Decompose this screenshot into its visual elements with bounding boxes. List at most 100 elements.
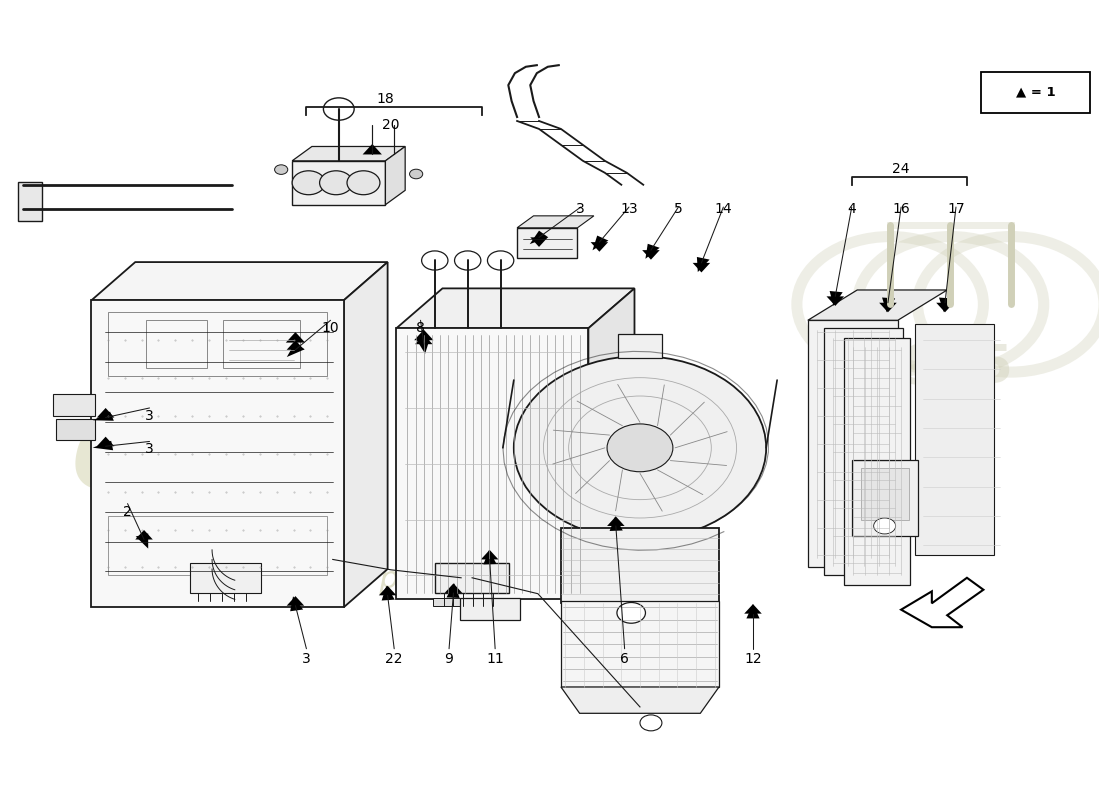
Polygon shape [646, 244, 660, 259]
Polygon shape [417, 339, 430, 354]
Circle shape [607, 424, 673, 472]
Text: 3: 3 [576, 202, 585, 216]
Polygon shape [97, 437, 114, 446]
Text: 6: 6 [620, 652, 629, 666]
Bar [18, 182, 42, 221]
Polygon shape [447, 583, 460, 598]
Polygon shape [697, 257, 710, 272]
Polygon shape [517, 216, 594, 228]
FancyBboxPatch shape [981, 71, 1090, 113]
Circle shape [320, 170, 352, 194]
Bar [190, 562, 262, 593]
Polygon shape [939, 298, 953, 312]
Polygon shape [135, 530, 153, 539]
Circle shape [293, 170, 326, 194]
Polygon shape [363, 144, 382, 154]
Polygon shape [591, 242, 608, 252]
Text: 16: 16 [892, 202, 910, 216]
Polygon shape [135, 534, 149, 549]
Polygon shape [415, 330, 433, 340]
Polygon shape [396, 288, 635, 328]
Polygon shape [879, 302, 896, 312]
Polygon shape [593, 235, 608, 250]
Bar [561, 601, 719, 687]
Bar [860, 468, 909, 519]
Polygon shape [444, 583, 462, 593]
Polygon shape [829, 291, 843, 306]
Bar [844, 338, 910, 585]
Polygon shape [415, 334, 432, 344]
Bar [293, 161, 385, 205]
Circle shape [421, 251, 448, 270]
Polygon shape [343, 262, 387, 607]
Polygon shape [747, 604, 760, 618]
Text: 17: 17 [947, 202, 965, 216]
Circle shape [323, 98, 354, 120]
Circle shape [346, 170, 380, 194]
Text: 5: 5 [674, 202, 683, 216]
Text: 3: 3 [145, 409, 154, 423]
Bar [432, 598, 512, 606]
Polygon shape [826, 296, 844, 306]
Polygon shape [882, 298, 895, 312]
Polygon shape [385, 146, 405, 205]
Text: 22: 22 [385, 652, 403, 666]
Text: 20: 20 [382, 118, 399, 132]
Text: 3: 3 [302, 652, 311, 666]
Polygon shape [378, 586, 396, 595]
Polygon shape [287, 340, 305, 350]
Polygon shape [607, 516, 625, 526]
Bar [108, 515, 328, 575]
Bar [223, 320, 300, 368]
Polygon shape [481, 550, 498, 559]
Bar [108, 312, 328, 376]
Polygon shape [91, 262, 387, 300]
Polygon shape [287, 343, 305, 357]
Polygon shape [745, 604, 762, 614]
Text: 24: 24 [892, 162, 910, 176]
Text: 9: 9 [444, 652, 453, 666]
Polygon shape [642, 250, 660, 260]
Polygon shape [287, 596, 305, 606]
Bar [91, 300, 343, 607]
Bar [56, 419, 95, 440]
Polygon shape [936, 302, 954, 312]
Text: 1985: 1985 [866, 342, 1013, 394]
Bar [561, 527, 719, 603]
Text: a passion since 1985: a passion since 1985 [351, 565, 672, 594]
Text: 12: 12 [745, 652, 762, 666]
Circle shape [275, 165, 288, 174]
Bar [396, 328, 588, 599]
Bar [517, 228, 578, 258]
Polygon shape [92, 441, 113, 450]
Text: 3: 3 [145, 442, 154, 457]
Polygon shape [290, 596, 304, 611]
Polygon shape [293, 146, 405, 161]
Bar [915, 324, 994, 555]
Text: ▲ = 1: ▲ = 1 [1015, 86, 1055, 98]
Polygon shape [382, 586, 395, 601]
Text: 4: 4 [847, 202, 856, 216]
Circle shape [409, 170, 422, 178]
Circle shape [640, 715, 662, 731]
Polygon shape [693, 263, 711, 273]
Polygon shape [530, 230, 548, 244]
Text: eu: eu [70, 387, 251, 516]
Bar [460, 598, 520, 620]
Polygon shape [286, 332, 305, 342]
Bar [851, 460, 917, 535]
Bar [824, 328, 903, 575]
Bar [146, 320, 207, 368]
Text: 13: 13 [620, 202, 638, 216]
Polygon shape [588, 288, 635, 599]
Bar [434, 562, 509, 593]
Text: 18: 18 [376, 92, 394, 106]
Text: 10: 10 [321, 322, 340, 335]
Polygon shape [561, 687, 719, 714]
Polygon shape [97, 408, 114, 418]
Polygon shape [94, 411, 113, 421]
Bar [618, 334, 662, 358]
Circle shape [873, 518, 895, 534]
Circle shape [454, 251, 481, 270]
Text: 8: 8 [416, 322, 425, 335]
